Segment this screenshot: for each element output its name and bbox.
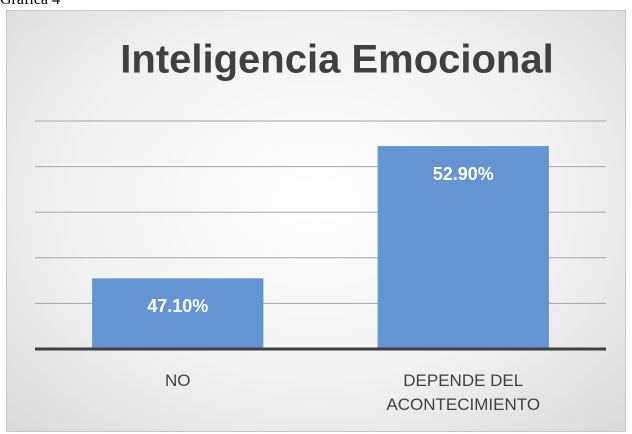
- caption: Gráfica 4: [0, 0, 60, 9]
- chart-title: Inteligencia Emocional: [120, 38, 553, 82]
- value-label: 52.90%: [433, 164, 494, 184]
- x-tick-label: DEPENDE DEL ACONTECIMIENTO: [386, 371, 541, 414]
- bar: [377, 146, 549, 349]
- bar: [92, 278, 264, 349]
- value-label: 47.10%: [147, 296, 208, 316]
- x-tick-label: NO: [165, 371, 191, 390]
